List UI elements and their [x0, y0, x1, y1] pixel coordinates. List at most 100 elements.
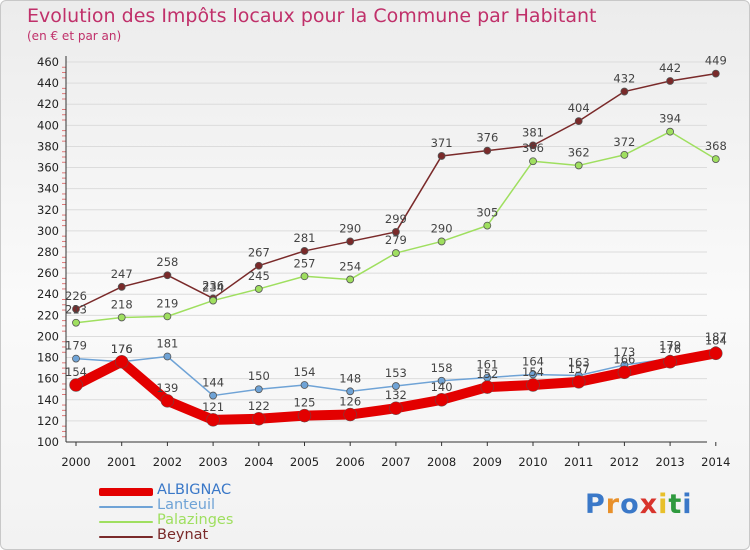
- data-label: 164: [522, 354, 544, 368]
- data-label: 150: [248, 369, 270, 383]
- data-point: [391, 228, 400, 236]
- data-label: 226: [65, 289, 87, 303]
- data-point: [297, 408, 312, 423]
- data-label: 122: [248, 399, 270, 413]
- data-point: [346, 237, 355, 246]
- x-tick-label: 2006: [336, 455, 365, 469]
- legend-label: Palazinges: [157, 512, 234, 528]
- data-label: 258: [156, 255, 178, 269]
- data-label: 236: [202, 278, 224, 292]
- legend-swatch: [99, 536, 153, 538]
- data-label: 299: [385, 212, 407, 226]
- data-label: 432: [613, 72, 635, 86]
- data-label: 376: [476, 131, 498, 145]
- data-point: [663, 355, 677, 369]
- data-point: [117, 313, 126, 322]
- x-tick-label: 2009: [473, 455, 502, 469]
- data-label: 290: [339, 221, 361, 235]
- data-label: 234: [202, 281, 224, 295]
- y-tick-label: 260: [37, 266, 59, 280]
- data-label: 257: [294, 256, 316, 270]
- legend: ALBIGNAC Lanteuil Palazinges Beynat: [99, 482, 359, 544]
- y-tick-label: 460: [37, 55, 59, 69]
- data-label: 213: [65, 303, 87, 317]
- data-point: [620, 150, 629, 159]
- y-tick-label: 100: [37, 435, 59, 449]
- data-labels: 226 247 258 236 267 281 290 299 371 376 381 404 432 4…: [65, 54, 727, 414]
- data-label: 372: [613, 135, 635, 149]
- data-label: 121: [202, 400, 224, 414]
- series-points: [69, 69, 723, 427]
- data-label: 281: [294, 231, 316, 245]
- data-point: [483, 146, 492, 155]
- legend-item-beynat: Beynat: [99, 527, 359, 544]
- data-point: [254, 285, 263, 293]
- logo-letter: x: [639, 489, 659, 520]
- data-label: 154: [294, 365, 316, 379]
- data-point: [163, 352, 172, 361]
- data-label: 154: [65, 365, 87, 379]
- legend-swatch: [99, 506, 153, 508]
- data-point: [480, 380, 495, 394]
- data-label: 305: [476, 206, 498, 220]
- data-label: 152: [476, 367, 498, 381]
- x-tick-label: 2005: [290, 455, 319, 469]
- data-label: 362: [568, 145, 590, 159]
- y-tick-label: 220: [37, 308, 59, 322]
- data-label: 381: [522, 125, 544, 139]
- data-label: 290: [431, 221, 453, 235]
- data-point: [346, 275, 355, 284]
- data-point: [160, 394, 175, 408]
- data-point: [163, 312, 172, 321]
- data-label: 176: [111, 342, 133, 356]
- data-point: [254, 261, 263, 270]
- legend-label: Lanteuil: [157, 497, 216, 513]
- data-label: 404: [568, 101, 590, 115]
- data-point: [389, 401, 403, 415]
- x-tick-label: 2001: [107, 455, 136, 469]
- data-label: 179: [659, 339, 681, 353]
- series-line-beynat: [75, 72, 717, 310]
- data-point: [72, 354, 80, 363]
- data-point: [666, 77, 674, 85]
- y-tick-label: 280: [37, 245, 59, 259]
- data-point: [300, 381, 309, 389]
- x-tick-label: 2011: [564, 455, 593, 469]
- data-point: [571, 375, 586, 389]
- x-tick-label: 2014: [701, 455, 730, 469]
- legend-swatch: [99, 521, 153, 523]
- y-tick-label: 300: [37, 224, 59, 238]
- data-label: 161: [476, 358, 498, 372]
- y-tick-label: 380: [37, 139, 59, 153]
- data-label: 181: [156, 337, 178, 351]
- data-label: 140: [431, 380, 453, 394]
- x-tick-label: 2000: [61, 455, 90, 469]
- data-label: 176: [659, 342, 681, 356]
- logo-letter: i: [658, 489, 669, 520]
- data-point: [434, 393, 449, 407]
- data-label: 179: [65, 339, 87, 353]
- logo-letter: i: [682, 489, 693, 520]
- data-point: [529, 141, 537, 150]
- data-point: [437, 237, 446, 246]
- grid: [66, 61, 707, 443]
- data-label: 144: [202, 376, 224, 390]
- data-label: 158: [431, 361, 453, 375]
- data-point: [209, 296, 218, 305]
- y-tick-label: 160: [37, 372, 59, 386]
- y-tick-label: 340: [37, 182, 59, 196]
- data-label: 154: [522, 365, 544, 379]
- data-point: [69, 378, 83, 392]
- data-point: [529, 157, 537, 166]
- data-label: 442: [659, 61, 681, 75]
- x-tick-label: 2012: [610, 455, 639, 469]
- data-label: 173: [613, 345, 635, 359]
- data-label: 157: [568, 362, 590, 376]
- data-point: [391, 382, 400, 390]
- y-tick-label: 360: [37, 161, 59, 175]
- data-point: [346, 387, 355, 396]
- legend-item-albignac: ALBIGNAC: [99, 482, 359, 499]
- data-label: 187: [705, 330, 727, 344]
